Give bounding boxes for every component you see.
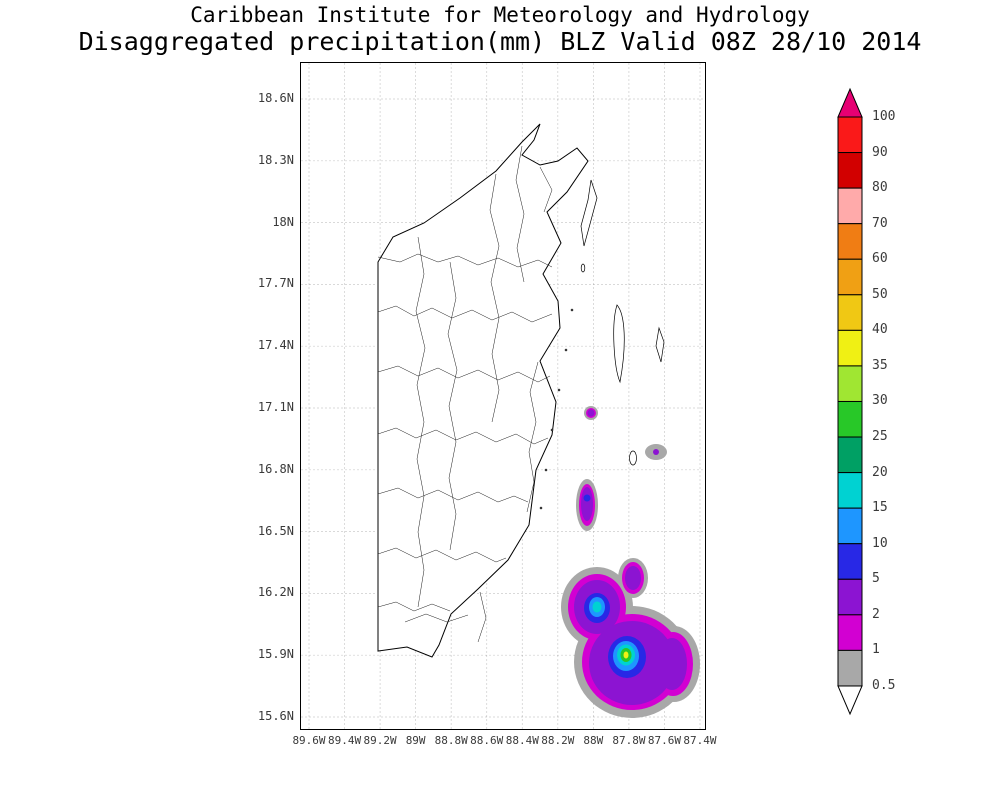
lon-tick-label: 87.6W (647, 734, 681, 747)
colorbar-segment (837, 258, 863, 296)
reef-caye (539, 506, 543, 510)
lat-tick-label: 17.7N (257, 276, 294, 291)
colorbar-segment (837, 223, 863, 260)
lat-tick-label: 17.4N (257, 338, 294, 353)
colorbar-segment (837, 614, 863, 651)
lon-tick-label: 87.4W (683, 734, 717, 747)
colorbar-svg (837, 87, 863, 716)
lat-tick-label: 15.9N (257, 647, 294, 662)
lat-tick-label: 16.2N (257, 585, 294, 600)
lon-tick-label: 89.2W (363, 734, 397, 747)
colorbar-segment (837, 649, 863, 687)
reef-caye (557, 388, 561, 392)
title-product: Disaggregated precipitation(mm) BLZ Vali… (78, 26, 922, 56)
colorbar-segment (837, 578, 863, 616)
colorbar-segment (837, 152, 863, 189)
colorbar-tick-label: 0.5 (872, 677, 896, 693)
colorbar-segment (837, 507, 863, 545)
colorbar-segment (837, 329, 863, 367)
colorbar-segment (837, 116, 863, 154)
colorbar-segment (837, 400, 863, 438)
glovers-reef (629, 450, 637, 466)
colorbar-tick-label: 70 (872, 215, 888, 231)
colorbar-tick-label: 15 (872, 500, 888, 516)
lon-tick-label: 88.2W (541, 734, 575, 747)
colorbar-tick-label: 2 (872, 606, 880, 622)
lon-tick-label: 87.8W (612, 734, 646, 747)
colorbar-tick-label: 80 (872, 180, 888, 196)
colorbar-tick-label: 60 (872, 251, 888, 267)
colorbar-tick-label: 90 (872, 144, 888, 160)
colorbar-tick-label: 50 (872, 286, 888, 302)
colorbar-arrow-top (837, 87, 863, 118)
turneffe-atoll (613, 304, 625, 384)
lat-tick-label: 17.1N (257, 400, 294, 414)
colorbar-tick-label: 10 (872, 535, 888, 551)
title-institution: Caribbean Institute for Meteorology and … (190, 3, 810, 27)
reef-caye (550, 428, 554, 432)
reef-caye (564, 348, 568, 352)
colorbar-tick-label: 5 (872, 571, 880, 587)
colorbar-segment (837, 294, 863, 331)
colorbar-tick-label: 100 (872, 109, 896, 124)
precip-shading (561, 406, 700, 718)
lon-tick-label: 89.4W (327, 734, 362, 747)
lat-tick-label: 18.6N (257, 91, 294, 105)
title-block: Caribbean Institute for Meteorology and … (0, 3, 1000, 56)
belize-outline (377, 123, 589, 658)
lat-tick-label: 16.8N (257, 461, 294, 476)
colorbar-arrow-bottom (837, 685, 863, 716)
internal-boundaries (377, 145, 553, 643)
lat-tick-label: 15.6N (257, 709, 294, 723)
colorbar-tick-label: 1 (872, 642, 880, 658)
colorbar-tick-label: 30 (872, 393, 888, 409)
colorbar-segment (837, 187, 863, 225)
reef-caye (544, 468, 548, 472)
colorbar-tick-label: 35 (872, 357, 888, 373)
colorbar-tick-label: 25 (872, 429, 888, 445)
ambergris-caye (580, 179, 598, 247)
precip-level-40-layer (623, 651, 629, 659)
plot-frame (300, 62, 706, 730)
lighthouse-reef (655, 326, 665, 363)
map-svg (300, 62, 706, 730)
caye-caulker (580, 263, 586, 273)
lat-tick-label: 18.3N (257, 152, 294, 167)
colorbar-segment (837, 365, 863, 402)
lon-tick-label: 88.6W (470, 734, 504, 747)
colorbar-segment (837, 543, 863, 580)
lon-tick-label: 89W (405, 734, 426, 747)
colorbar-segment (837, 436, 863, 474)
lon-tick-label: 88.8W (434, 734, 468, 747)
lat-tick-label: 16.5N (257, 523, 294, 538)
colorbar-tick-label: 20 (872, 464, 888, 480)
cayes-and-reefs (539, 179, 665, 510)
lon-tick-label: 88.4W (505, 734, 539, 747)
colorbar-segment (837, 472, 863, 509)
lat-tick-label: 18N (272, 214, 294, 229)
colorbar-tick-label: 40 (872, 322, 888, 338)
lon-tick-label: 88W (583, 734, 604, 747)
lon-tick-label: 89.6W (292, 734, 326, 747)
reef-caye (570, 308, 574, 312)
